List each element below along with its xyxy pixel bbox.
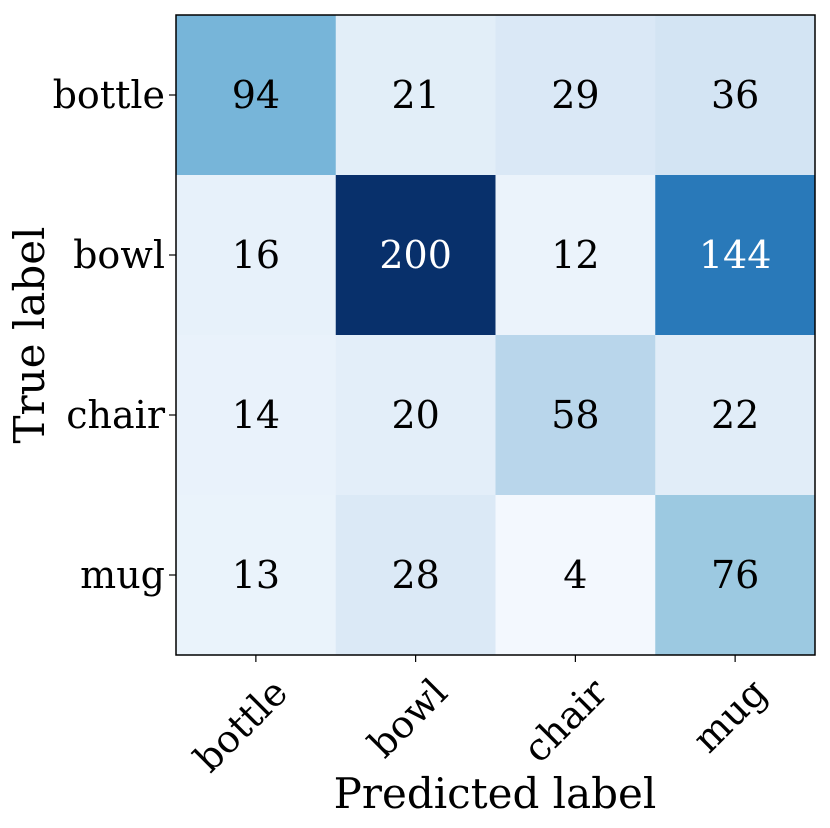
heatmap-cell bbox=[655, 175, 816, 336]
heatmap-cell bbox=[176, 335, 337, 496]
y-axis-ticks: bottle bowl chair mug bbox=[53, 73, 176, 597]
cell-value-label: 14 bbox=[232, 393, 280, 437]
heatmap-cell bbox=[655, 335, 816, 496]
x-axis-title: Predicted label bbox=[334, 769, 657, 818]
cell-value-label: 58 bbox=[551, 393, 599, 437]
cell-value-label: 22 bbox=[711, 393, 759, 437]
y-tick-label: bottle bbox=[53, 73, 165, 117]
x-tick-label: mug bbox=[684, 670, 775, 761]
cell-value-label: 28 bbox=[391, 553, 439, 597]
cell-value-label: 4 bbox=[563, 553, 587, 597]
y-tick-label: bowl bbox=[73, 233, 165, 277]
heatmap-cells: 94 21 29 36 16 200 12 144 14 20 58 22 13 28 4 76 bbox=[176, 15, 816, 656]
cell-value-label: 29 bbox=[551, 73, 599, 117]
heatmap-cell bbox=[335, 15, 496, 176]
cell-value-label: 20 bbox=[391, 393, 439, 437]
cell-value-label: 200 bbox=[379, 233, 452, 277]
heatmap-cell bbox=[335, 175, 496, 336]
cell-value-label: 13 bbox=[232, 553, 280, 597]
cell-value-label: 94 bbox=[232, 73, 280, 117]
plot-frame bbox=[175, 14, 816, 656]
x-tick-label: chair bbox=[515, 669, 617, 771]
cell-value-label: 12 bbox=[551, 233, 599, 277]
heatmap-cell bbox=[335, 335, 496, 496]
y-tick-label: mug bbox=[80, 553, 165, 597]
heatmap-cell bbox=[335, 495, 496, 656]
cell-value-label: 36 bbox=[711, 73, 759, 117]
heatmap-cell bbox=[655, 15, 816, 176]
heatmap-cell bbox=[176, 495, 337, 656]
y-tick-label: chair bbox=[66, 393, 166, 437]
cell-value-label: 16 bbox=[232, 233, 280, 277]
cell-value-label: 21 bbox=[391, 73, 439, 117]
heatmap-cell bbox=[176, 175, 337, 336]
heatmap-cell bbox=[495, 15, 656, 176]
heatmap-cell bbox=[176, 15, 337, 176]
heatmap-cell bbox=[495, 495, 656, 656]
x-axis-ticks: bottle bowl chair mug bbox=[185, 655, 775, 781]
heatmap-cell bbox=[495, 175, 656, 336]
cell-value-label: 144 bbox=[699, 233, 772, 277]
heatmap-cell bbox=[495, 335, 656, 496]
heatmap-cell bbox=[655, 495, 816, 656]
y-axis-title: True label bbox=[5, 227, 54, 444]
x-tick-label: bowl bbox=[360, 670, 456, 766]
cell-value-label: 76 bbox=[711, 553, 759, 597]
x-tick-label: bottle bbox=[185, 670, 296, 781]
